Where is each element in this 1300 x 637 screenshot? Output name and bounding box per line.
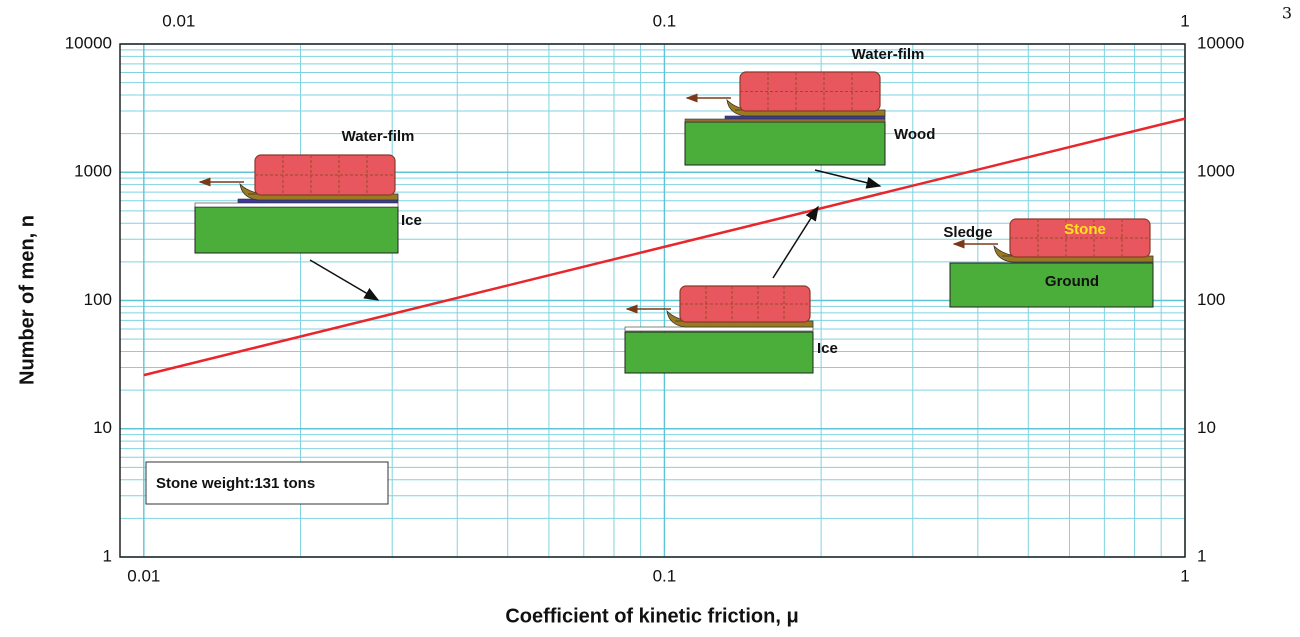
y-right-tick-label: 100	[1197, 290, 1225, 309]
annotation-text: Stone weight:131 tons	[156, 475, 315, 492]
y-tick-label: 1	[103, 546, 112, 565]
illustration-label: Ice	[401, 212, 422, 229]
ground	[685, 122, 885, 165]
y-right-tick-label: 10	[1197, 418, 1216, 437]
x-tick-label: 0.1	[653, 566, 677, 585]
y-axis-title: Number of men, n	[16, 215, 38, 385]
illustration-label: Ice	[817, 340, 838, 357]
layer	[195, 203, 398, 207]
layer	[725, 116, 885, 119]
y-right-tick-label: 1	[1197, 546, 1206, 565]
y-right-tick-label: 1000	[1197, 162, 1235, 181]
x-axis-title: Coefficient of kinetic friction, μ	[505, 605, 798, 627]
y-tick-label: 10	[93, 418, 112, 437]
ground	[625, 332, 813, 373]
x-top-tick-label: 1	[1180, 11, 1189, 30]
y-tick-label: 10000	[65, 33, 112, 52]
illustration-label: Stone	[1064, 221, 1106, 238]
layer	[625, 327, 813, 331]
y-tick-label: 100	[84, 290, 112, 309]
illustration	[195, 155, 398, 253]
x-tick-label: 1	[1180, 566, 1189, 585]
x-top-tick-label: 0.1	[653, 11, 677, 30]
pointer-arrow	[310, 260, 378, 300]
illustration-label: Water-film	[852, 46, 925, 63]
illustration-label: Sledge	[943, 224, 992, 241]
illustration	[625, 286, 813, 373]
page-number: 3	[1282, 4, 1292, 23]
illustration-label: Ground	[1045, 273, 1099, 290]
illustration	[685, 72, 885, 165]
ground	[195, 207, 398, 253]
chart: 3 Coefficient of kinetic friction, μ Num…	[0, 0, 1300, 632]
illustration-label: Water-film	[342, 128, 415, 145]
y-right-tick-label: 10000	[1197, 33, 1244, 52]
x-top-tick-label: 0.01	[162, 11, 195, 30]
illustration-label: Wood	[894, 126, 935, 143]
y-tick-label: 1000	[74, 162, 112, 181]
layer	[685, 119, 885, 122]
x-tick-label: 0.01	[127, 566, 160, 585]
